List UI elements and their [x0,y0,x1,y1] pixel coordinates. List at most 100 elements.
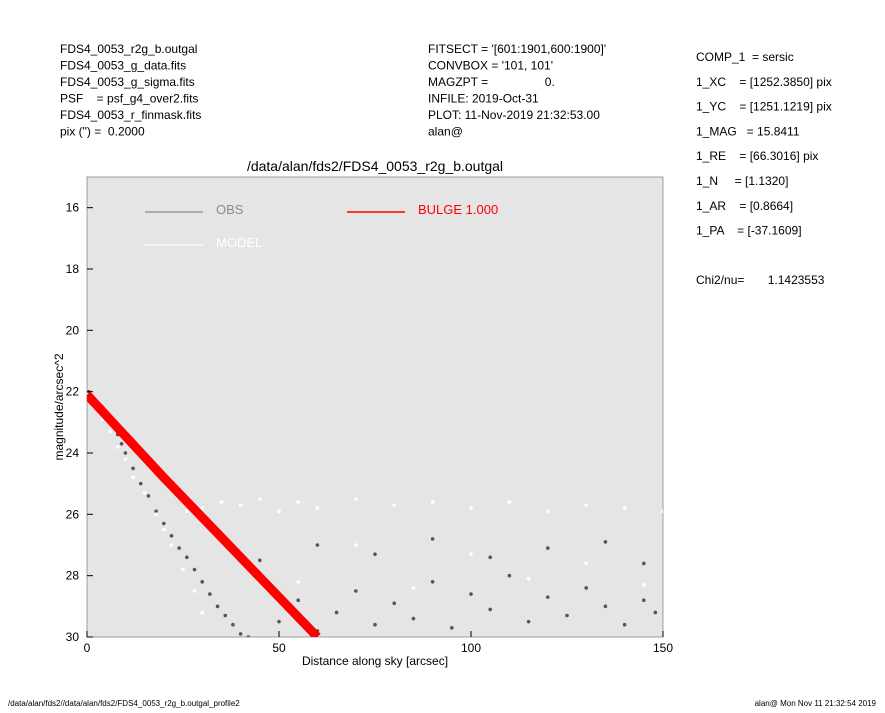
data-point [354,497,358,501]
data-point [119,442,124,446]
data-point [219,500,224,504]
y-tick-label: 22 [66,385,80,399]
header-right-line: 1_XC = [1252.3850] pix [696,75,832,89]
data-point [200,506,204,511]
plot-area [87,389,663,637]
header-left-line: FDS4_0053_r2g_b.outgal [60,42,197,56]
data-point [238,632,243,636]
data-point [277,619,281,624]
header-left-line: pix (") = 0.2000 [60,125,145,139]
header-left-line: FDS4_0053_r_finmask.fits [60,108,201,122]
data-point [131,475,135,480]
header-right-line: 1_PA = [-37.1609] [696,224,802,238]
data-point [146,494,151,498]
data-point [208,592,212,596]
data-point [123,451,128,455]
data-point [622,506,627,511]
data-point [238,503,243,507]
data-point [223,613,228,618]
data-point [246,635,251,637]
data-point [192,589,197,593]
header-middle-line: PLOT: 11-Nov-2019 21:32:53.00 [428,108,600,122]
data-point [258,497,262,501]
data-point [584,561,588,566]
data-point [392,601,397,606]
data-point [315,506,320,511]
data-point [546,509,550,514]
y-tick-label: 20 [66,323,80,337]
data-point [277,509,281,514]
x-tick-label: 150 [653,641,673,655]
data-point [142,491,147,495]
data-point [430,500,435,504]
data-point [115,445,120,449]
y-tick-label: 30 [66,630,80,644]
data-point [296,500,301,504]
data-point [546,595,550,599]
data-point [488,555,493,560]
data-point [354,543,358,547]
plot-background [86,176,664,638]
data-point [469,592,473,596]
data-point [507,573,512,578]
header-middle-line: FITSECT = '[601:1901,600:1900]' [428,42,606,56]
x-tick-label: 0 [84,641,91,655]
legend-label: OBS [216,202,244,217]
data-point [546,546,550,550]
data-point [642,561,646,566]
data-point [411,586,416,590]
data-point [642,598,646,602]
y-tick-label: 24 [66,446,80,460]
data-point [392,503,397,507]
data-point [373,552,377,556]
legend-label: BULGE 1.000 [418,202,498,217]
y-tick-label: 18 [66,262,80,276]
data-point [258,558,262,563]
data-point [603,540,608,544]
data-point [603,604,608,609]
header-middle-line: MAGZPT = 0. [428,75,555,89]
data-point [200,580,204,584]
data-point [123,457,128,461]
data-point [469,552,473,556]
header-right-line: 1_N = [1.1320] [696,174,788,188]
data-point [162,527,166,532]
bulge-band [87,391,321,637]
data-point [200,610,204,615]
data-point [565,613,569,618]
data-point [450,626,454,630]
data-point [215,604,220,609]
data-point [622,622,627,627]
data-point [296,598,301,602]
header-middle-line: CONVBOX = '101, 101' [428,59,553,73]
data-point [430,537,435,541]
header-middle-line: INFILE: 2019-Oct-31 [428,92,539,106]
header-right-line: 1_YC = [1251.1219] pix [696,100,832,114]
data-point [507,500,512,504]
x-tick-label: 50 [272,641,286,655]
data-point [108,429,112,434]
data-point [185,555,189,560]
data-point [334,610,339,615]
data-point [373,622,377,627]
x-tick-label: 100 [461,641,481,655]
data-point [315,543,320,547]
y-tick-label: 28 [66,569,80,583]
x-axis-label: Distance along sky [arcsec] [302,654,448,668]
data-point [584,503,588,507]
data-point [469,506,473,511]
data-point [584,586,588,590]
data-point [181,567,185,572]
data-point [526,576,531,581]
header-left-line: FDS4_0053_g_data.fits [60,59,186,73]
data-point [154,509,158,514]
data-point [138,481,143,486]
data-point [162,521,166,526]
data-point [642,583,646,587]
data-point [177,546,181,550]
data-point [131,466,135,471]
chart-title: /data/alan/fds2/FDS4_0053_r2g_b.outgal [247,158,503,174]
data-point [661,509,663,514]
header-right-line: 1_MAG = 15.8411 [696,124,800,138]
